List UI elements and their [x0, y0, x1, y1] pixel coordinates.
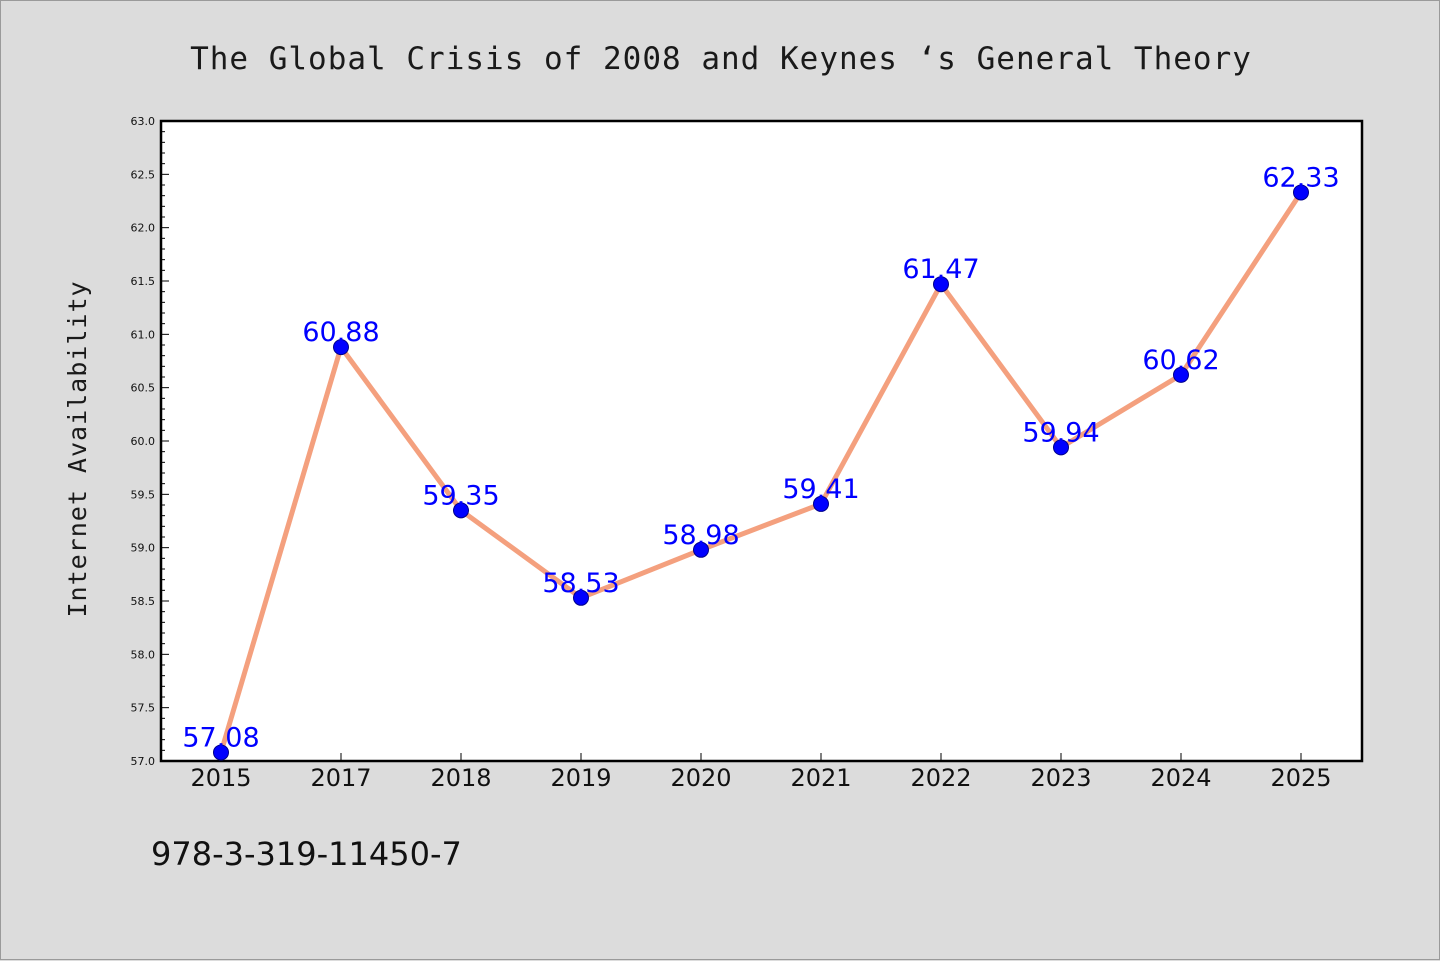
data-label: 58.98 — [662, 520, 739, 551]
data-point — [813, 495, 829, 512]
data-point — [933, 276, 949, 293]
data-point — [1293, 184, 1309, 201]
data-point — [693, 541, 709, 558]
data-point — [1173, 366, 1189, 383]
y-tick-label: 62.0 — [131, 222, 156, 235]
series-line — [218, 189, 1304, 755]
data-label: 59.41 — [782, 474, 859, 505]
data-label: 60.62 — [1142, 345, 1219, 376]
data-label: 60.88 — [302, 317, 379, 348]
data-point — [573, 589, 589, 606]
data-point — [453, 502, 469, 519]
y-tick-label: 61.0 — [131, 328, 156, 341]
x-tick-label: 2019 — [550, 764, 611, 792]
y-tick-label: 58.5 — [131, 595, 156, 608]
isbn-footer: 978-3-319-11450-7 — [151, 835, 462, 873]
data-label: 59.94 — [1022, 417, 1099, 448]
data-label: 58.53 — [542, 568, 619, 599]
x-tick-label: 2017 — [310, 764, 371, 792]
data-point — [213, 744, 229, 761]
y-tick-label: 62.5 — [131, 168, 156, 181]
x-tick-label: 2015 — [190, 764, 251, 792]
y-tick-label: 60.5 — [131, 382, 156, 395]
data-label: 61.47 — [902, 254, 979, 285]
data-point — [1053, 439, 1069, 456]
x-tick-label: 2021 — [790, 764, 851, 792]
y-axis-label: Internet Availability — [63, 280, 92, 617]
x-tick-label: 2020 — [670, 764, 731, 792]
x-tick-label: 2022 — [910, 764, 971, 792]
x-tick-label: 2025 — [1270, 764, 1331, 792]
y-tick-label: 59.0 — [131, 542, 156, 555]
y-tick-label: 61.5 — [131, 275, 156, 288]
y-tick-label: 60.0 — [131, 435, 156, 448]
x-tick-label: 2024 — [1150, 764, 1211, 792]
y-tick-label: 59.5 — [131, 488, 156, 501]
data-label: 57.08 — [182, 722, 259, 753]
data-point — [333, 339, 349, 356]
chart-title: The Global Crisis of 2008 and Keynes ‘s … — [190, 41, 1252, 77]
y-tick-label: 57.0 — [131, 755, 156, 768]
x-tick-label: 2023 — [1030, 764, 1091, 792]
x-tick-label: 2018 — [430, 764, 491, 792]
y-tick-label: 57.5 — [131, 702, 156, 715]
data-label: 62.33 — [1262, 162, 1339, 193]
series-layer — [213, 184, 1309, 761]
x-axis-ticks: 2015 2017 2018 2019 2020 2021 2022 2023 2024 2025 — [190, 753, 1332, 792]
data-labels-layer: 57.08 60.88 59.35 58.53 58.98 59.41 61.47 59.94… — [182, 162, 1339, 753]
data-label: 59.35 — [422, 480, 499, 511]
y-axis-ticks: 57.0 57.5 58.0 58.5 59.0 59.5 60.0 60.5 61.0 61.5… — [131, 115, 169, 768]
y-tick-label: 58.0 — [131, 648, 156, 661]
y-tick-label: 63.0 — [131, 115, 156, 128]
plot-area — [159, 119, 1364, 763]
